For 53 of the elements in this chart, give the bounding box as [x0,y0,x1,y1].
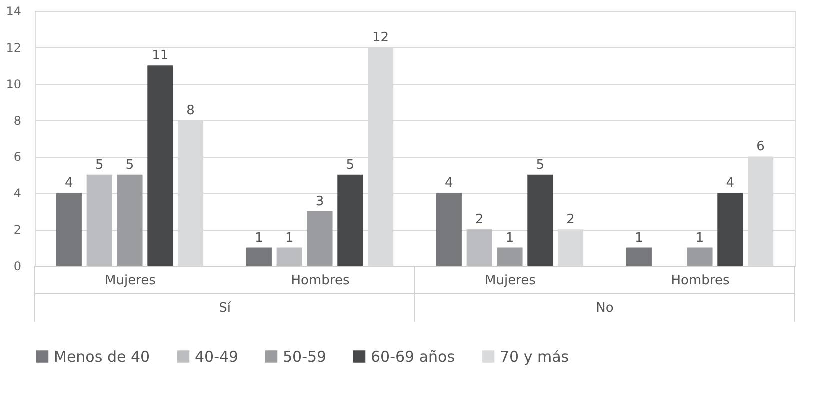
x-tick-label: Hombres [291,274,350,288]
data-label: 12 [372,30,390,46]
bar [436,193,462,266]
x-tick-label: Mujeres [105,274,156,288]
bar [276,248,302,266]
data-label: 5 [346,158,355,173]
data-label: 1 [506,230,514,246]
y-tick-label: 12 [6,40,22,55]
x-tick-label: Mujeres [485,274,536,288]
legend-label: 60-69 años [371,348,456,366]
data-label: 2 [566,212,575,228]
text: No [596,301,614,316]
text: Sí [219,301,232,316]
bar [56,193,82,266]
data-label: 4 [726,176,735,192]
bar [497,248,523,266]
data-label: 5 [126,158,134,173]
y-tick-label: 4 [14,186,22,201]
data-label: 5 [95,158,104,173]
data-label: 5 [536,158,545,173]
data-label: 3 [316,194,324,210]
y-tick-label: 6 [14,150,22,164]
y-tick-label: 10 [6,77,22,92]
bar [148,66,174,266]
data-label: 11 [152,48,169,64]
bar [687,248,713,266]
legend-label: 70 y más [500,348,570,366]
y-tick-label: 8 [14,114,22,128]
bar [626,248,652,266]
data-label: 2 [475,212,484,228]
bar [338,174,364,266]
bar [117,174,143,266]
legend-label: 50-59 [283,348,327,366]
bar [307,211,333,266]
bar [86,174,112,266]
data-label: 1 [285,230,294,246]
data-label: 1 [255,230,264,246]
y-tick-label: 2 [14,223,22,238]
bar [466,230,492,266]
legend-label: 40-49 [195,348,239,366]
bar [246,248,272,266]
data-label: 4 [65,176,74,192]
x-tick-label: Hombres [671,274,730,288]
legend-label: Menos de 40 [54,348,150,366]
data-label: 4 [445,176,454,192]
data-label: 1 [696,230,704,246]
data-label: 6 [756,140,765,155]
bar [528,174,554,266]
y-tick-label: 0 [14,260,22,274]
y-tick-label: 14 [6,4,22,18]
data-label: 8 [186,103,195,118]
bar [718,193,744,266]
data-label: 1 [635,230,644,246]
